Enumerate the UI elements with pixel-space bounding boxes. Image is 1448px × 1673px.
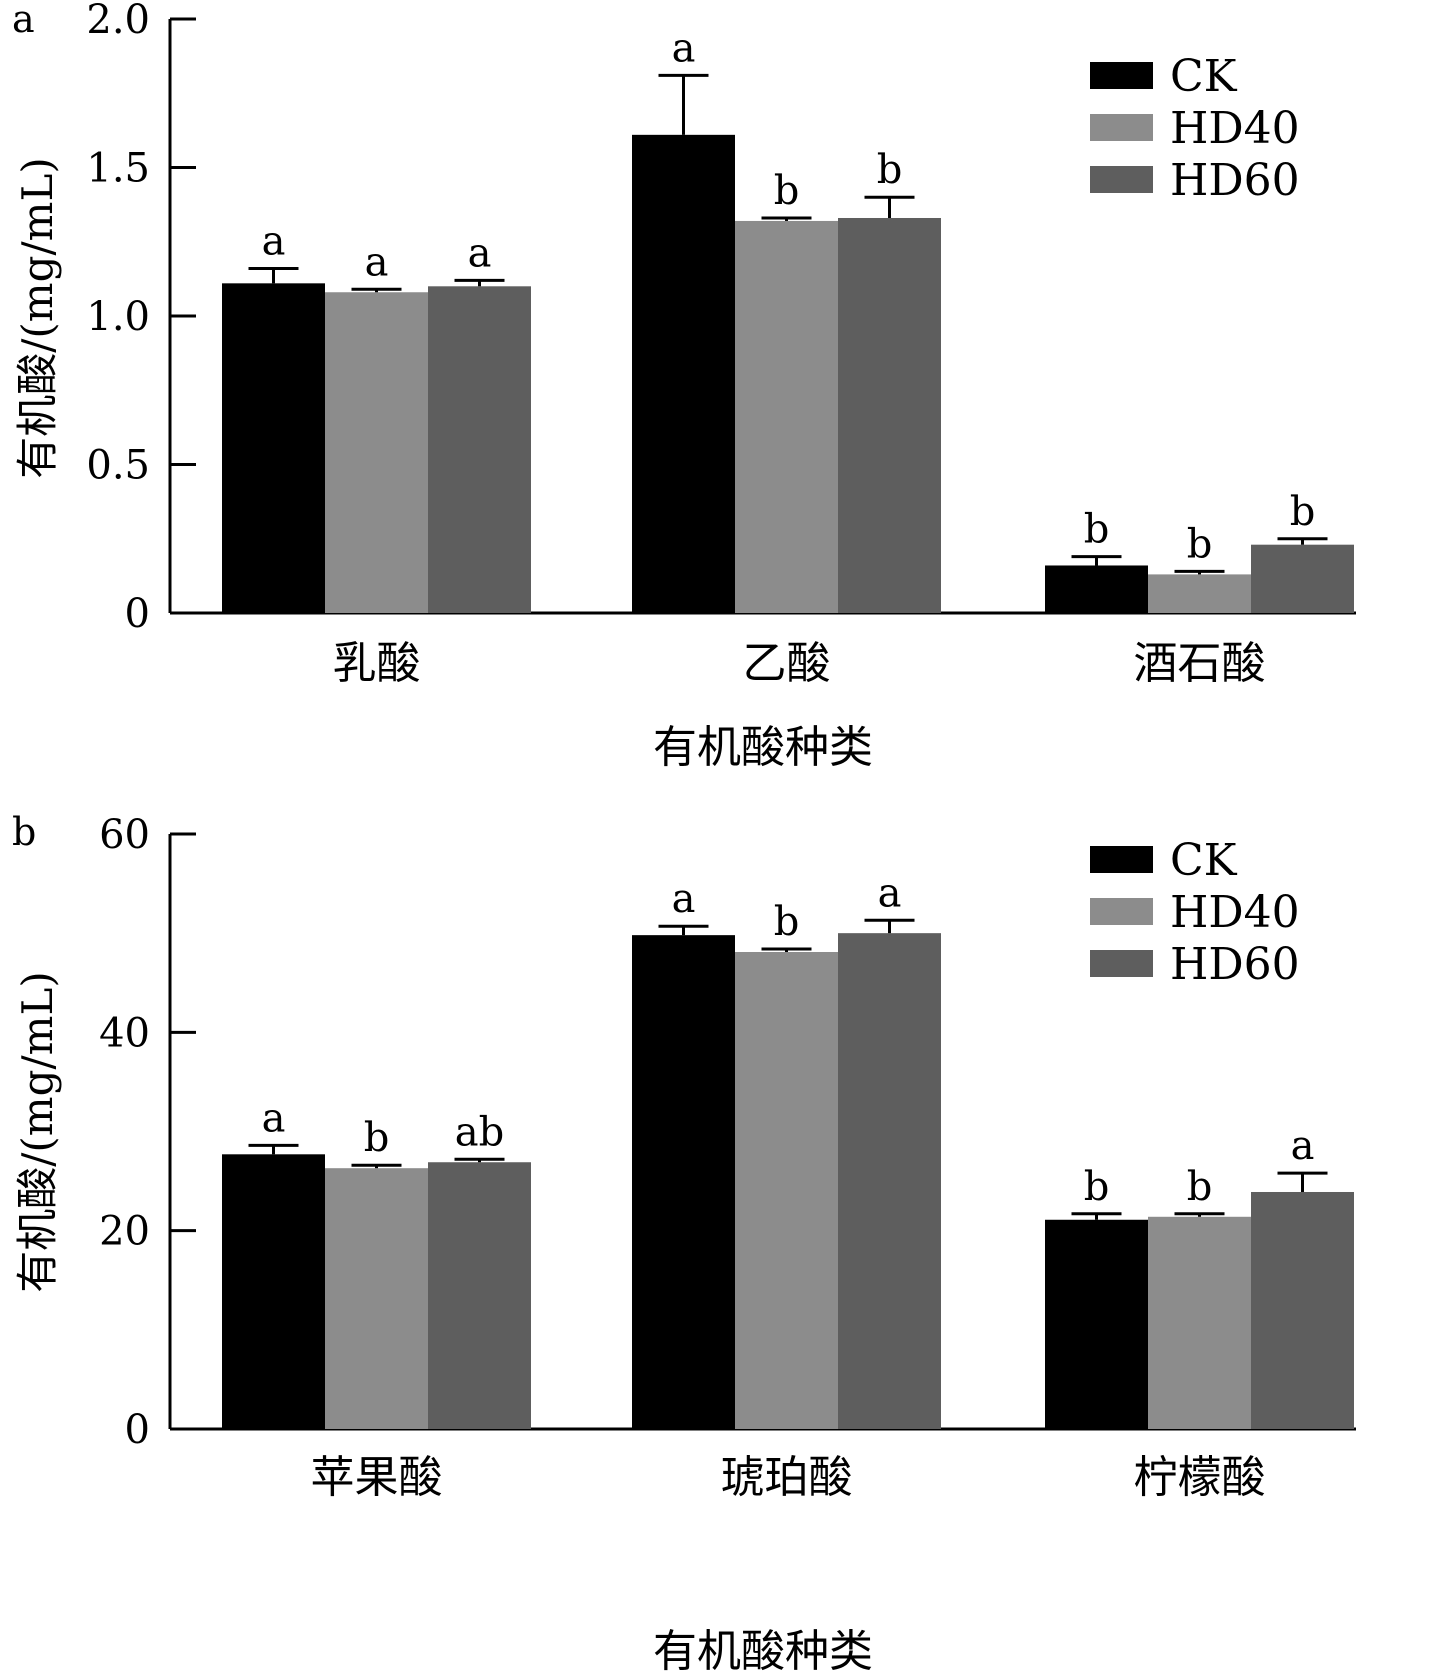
significance-letter: b <box>1084 1164 1110 1210</box>
y-tick-label: 60 <box>99 812 150 858</box>
x-tick-label: 酒石酸 <box>1134 638 1266 689</box>
legend-swatch <box>1090 166 1153 193</box>
chart-panel-a: a 0 0.5 1.0 1.5 2.0 有机酸/(mg/mL) a a a 乳酸 a b b 乙酸 b b b 酒石… <box>12 0 1356 773</box>
significance-letter: a <box>878 870 902 916</box>
legend-label: HD40 <box>1170 103 1300 154</box>
y-tick-label: 0 <box>125 591 150 637</box>
x-axis-label: 有机酸种类 <box>653 1626 873 1673</box>
significance-letter: a <box>1291 1123 1315 1169</box>
significance-letter: a <box>468 230 492 276</box>
bar-ck-1 <box>632 134 735 613</box>
y-tick-label: 2.0 <box>86 0 150 43</box>
bar-hd60-2 <box>1251 1191 1354 1429</box>
bar-hd60-0 <box>428 1162 531 1429</box>
legend-label: CK <box>1170 51 1238 102</box>
significance-letter: a <box>672 25 696 71</box>
significance-letter: b <box>1187 1164 1213 1210</box>
significance-letter: a <box>672 876 696 922</box>
bar-ck-1 <box>632 935 735 1429</box>
significance-letter: b <box>774 899 800 945</box>
bar-hd40-0 <box>325 1168 428 1429</box>
significance-letter: b <box>1187 521 1213 567</box>
panel-label: b <box>12 810 36 854</box>
significance-letter: a <box>262 1095 286 1141</box>
bar-hd60-1 <box>838 933 941 1429</box>
y-tick-label: 1.5 <box>86 146 150 192</box>
bar-hd60-1 <box>838 217 941 614</box>
panel-label: a <box>12 0 35 41</box>
bar-hd40-2 <box>1148 574 1251 613</box>
x-tick-label: 乳酸 <box>333 638 421 689</box>
bar-ck-0 <box>222 283 325 613</box>
legend-label: CK <box>1170 835 1238 886</box>
y-tick-label: 20 <box>99 1209 150 1255</box>
y-tick-label: 40 <box>99 1010 150 1056</box>
y-axis-label: 有机酸/(mg/mL) <box>13 971 62 1293</box>
bar-ck-0 <box>222 1154 325 1429</box>
legend-swatch <box>1090 950 1153 977</box>
y-tick-label: 0.5 <box>86 443 150 489</box>
significance-letter: a <box>262 218 286 264</box>
bar-hd40-1 <box>735 952 838 1429</box>
legend-label: HD60 <box>1170 155 1300 206</box>
x-tick-label: 乙酸 <box>743 638 831 689</box>
bar-hd40-2 <box>1148 1216 1251 1429</box>
legend-swatch <box>1090 846 1153 873</box>
y-tick-label: 0 <box>125 1407 150 1453</box>
x-tick-label: 柠檬酸 <box>1134 1452 1266 1503</box>
legend-swatch <box>1090 898 1153 925</box>
x-tick-label: 琥珀酸 <box>721 1452 853 1503</box>
bar-hd40-0 <box>325 292 428 613</box>
significance-letter: b <box>877 147 903 193</box>
significance-letter: b <box>774 168 800 214</box>
significance-letter: a <box>365 239 389 285</box>
bar-ck-2 <box>1045 565 1148 613</box>
significance-letter: b <box>364 1115 390 1161</box>
y-axis-label: 有机酸/(mg/mL) <box>13 157 62 479</box>
significance-letter: b <box>1084 507 1110 553</box>
y-tick-label: 1.0 <box>86 294 150 340</box>
x-tick-label: 苹果酸 <box>311 1452 443 1503</box>
bar-hd60-0 <box>428 286 531 613</box>
legend-swatch <box>1090 62 1153 89</box>
legend-swatch <box>1090 114 1153 141</box>
bar-hd60-2 <box>1251 544 1354 613</box>
legend-label: HD40 <box>1170 887 1300 938</box>
x-axis-label: 有机酸种类 <box>653 722 873 773</box>
significance-letter: b <box>1290 489 1316 535</box>
bar-ck-2 <box>1045 1219 1148 1429</box>
bar-hd40-1 <box>735 220 838 613</box>
significance-letter: ab <box>455 1109 504 1155</box>
legend-label: HD60 <box>1170 939 1300 990</box>
